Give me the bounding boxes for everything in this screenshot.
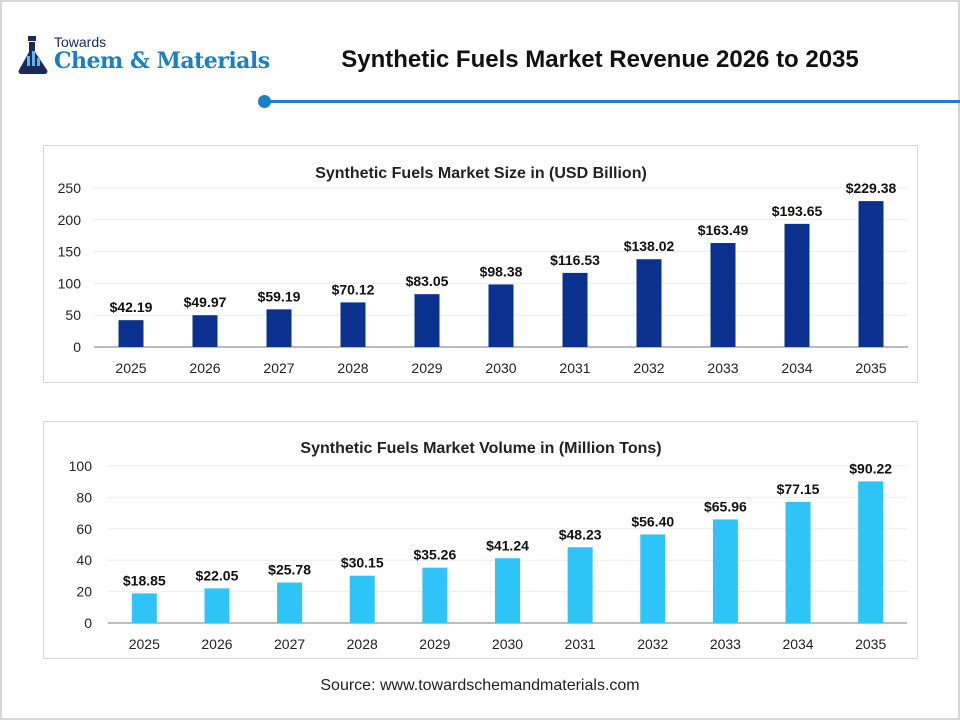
bar bbox=[495, 558, 520, 623]
chart-title: Synthetic Fuels Market Volume in (Millio… bbox=[300, 440, 661, 457]
page-title: Synthetic Fuels Market Revenue 2026 to 2… bbox=[341, 46, 859, 73]
x-tick-label: 2031 bbox=[559, 360, 590, 376]
bar bbox=[785, 501, 811, 623]
bar bbox=[710, 243, 736, 347]
bar bbox=[118, 320, 144, 347]
volume-chart: Synthetic Fuels Market Volume in (Millio… bbox=[69, 440, 907, 652]
y-tick-label: 100 bbox=[58, 275, 82, 291]
x-tick-label: 2035 bbox=[855, 360, 886, 376]
bar bbox=[858, 481, 884, 623]
data-label: $98.38 bbox=[480, 263, 523, 279]
data-label: $163.49 bbox=[698, 222, 749, 238]
x-tick-label: 2029 bbox=[411, 360, 442, 376]
x-tick-label: 2027 bbox=[263, 360, 294, 376]
data-label: $116.53 bbox=[550, 252, 600, 268]
y-tick-label: 150 bbox=[58, 244, 82, 260]
x-tick-label: 2034 bbox=[781, 360, 812, 376]
x-tick-label: 2032 bbox=[637, 636, 668, 652]
bar bbox=[640, 534, 666, 623]
bar bbox=[422, 567, 448, 623]
source-note: Source: www.towardschemandmaterials.com bbox=[320, 677, 640, 694]
header-divider bbox=[265, 100, 960, 103]
data-label: $70.12 bbox=[332, 281, 375, 297]
chart-panel-volume: Synthetic Fuels Market Volume in (Millio… bbox=[43, 421, 918, 659]
header-divider-dot bbox=[258, 95, 271, 108]
data-label: $138.02 bbox=[624, 238, 675, 254]
data-label: $193.65 bbox=[772, 203, 823, 219]
data-label: $77.15 bbox=[777, 481, 820, 497]
data-label: $65.96 bbox=[704, 498, 747, 514]
data-label: $41.24 bbox=[486, 537, 529, 553]
size-chart: Synthetic Fuels Market Size in (USD Bill… bbox=[58, 165, 908, 376]
data-label: $229.38 bbox=[846, 180, 897, 196]
bar bbox=[636, 259, 662, 347]
bar bbox=[349, 575, 375, 623]
data-label: $83.05 bbox=[406, 273, 449, 289]
bar bbox=[488, 284, 514, 347]
data-label: $56.40 bbox=[631, 513, 674, 529]
y-tick-label: 0 bbox=[73, 339, 81, 355]
data-label: $35.26 bbox=[413, 547, 456, 563]
chart-title: Synthetic Fuels Market Size in (USD Bill… bbox=[315, 165, 647, 182]
x-tick-label: 2025 bbox=[129, 636, 160, 652]
x-tick-label: 2027 bbox=[274, 636, 305, 652]
bar bbox=[414, 294, 440, 347]
bar bbox=[567, 547, 593, 623]
x-tick-label: 2034 bbox=[782, 636, 813, 652]
y-tick-label: 20 bbox=[76, 584, 92, 600]
x-tick-label: 2026 bbox=[189, 360, 220, 376]
x-tick-label: 2033 bbox=[710, 636, 741, 652]
y-tick-label: 200 bbox=[58, 212, 82, 228]
bar bbox=[204, 588, 230, 623]
bar bbox=[858, 201, 884, 347]
bar bbox=[340, 302, 366, 347]
y-tick-label: 50 bbox=[65, 307, 81, 323]
x-tick-label: 2028 bbox=[337, 360, 368, 376]
x-tick-label: 2031 bbox=[565, 636, 596, 652]
bar bbox=[562, 272, 588, 347]
y-tick-label: 0 bbox=[84, 615, 92, 631]
logo-main-text: Chem & Materials bbox=[54, 48, 270, 74]
bar bbox=[131, 593, 157, 623]
bar bbox=[277, 582, 303, 623]
chart-panel-size: Synthetic Fuels Market Size in (USD Bill… bbox=[43, 145, 918, 383]
data-label: $42.19 bbox=[110, 299, 153, 315]
data-label: $48.23 bbox=[559, 526, 602, 542]
x-tick-label: 2025 bbox=[115, 360, 146, 376]
x-tick-label: 2030 bbox=[492, 636, 523, 652]
y-tick-label: 40 bbox=[76, 552, 92, 568]
y-tick-label: 60 bbox=[76, 521, 92, 537]
logo-top-text: Towards bbox=[54, 34, 107, 50]
x-tick-label: 2035 bbox=[855, 636, 886, 652]
x-tick-label: 2029 bbox=[419, 636, 450, 652]
data-label: $30.15 bbox=[341, 555, 384, 571]
bar bbox=[784, 223, 810, 347]
y-tick-label: 80 bbox=[76, 489, 92, 505]
logo: Towards Chem & Materials bbox=[16, 34, 270, 76]
y-tick-label: 250 bbox=[58, 180, 82, 196]
x-tick-label: 2033 bbox=[707, 360, 738, 376]
y-tick-label: 100 bbox=[69, 458, 93, 474]
bar bbox=[192, 315, 218, 347]
x-tick-label: 2030 bbox=[485, 360, 516, 376]
bar bbox=[712, 519, 738, 623]
data-label: $59.19 bbox=[258, 288, 301, 304]
x-tick-label: 2032 bbox=[633, 360, 664, 376]
bar bbox=[266, 309, 292, 347]
x-tick-label: 2028 bbox=[347, 636, 378, 652]
data-label: $25.78 bbox=[268, 562, 311, 578]
data-label: $49.97 bbox=[184, 294, 227, 310]
data-label: $90.22 bbox=[849, 460, 892, 476]
data-label: $22.05 bbox=[196, 567, 239, 583]
data-label: $18.85 bbox=[123, 572, 166, 588]
flask-icon bbox=[18, 36, 48, 74]
x-tick-label: 2026 bbox=[201, 636, 232, 652]
